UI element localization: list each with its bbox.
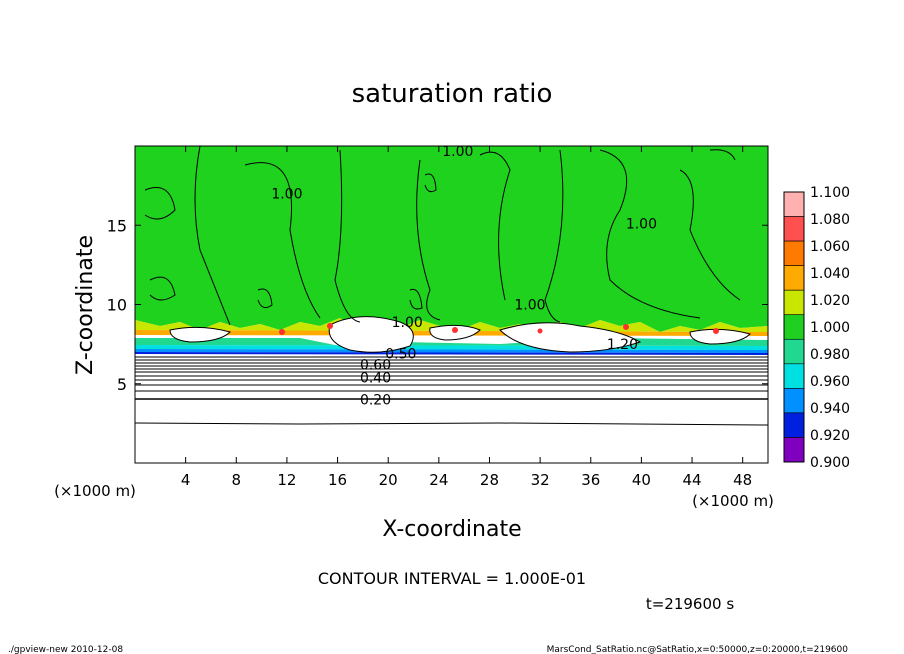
- contour-label: 1.00: [442, 144, 473, 160]
- y-unit-label: (×1000 m): [54, 482, 136, 500]
- colorbar-label: 1.040: [810, 266, 850, 282]
- x-tick-label: 44: [682, 471, 701, 489]
- colorbar-label: 1.100: [810, 185, 850, 201]
- colorbar-swatch: [783, 388, 805, 414]
- contour-label: 1.00: [514, 298, 545, 314]
- colorbar-label: 1.000: [810, 320, 850, 336]
- time-label: t=219600 s: [646, 595, 734, 613]
- colorbar-swatch: [783, 265, 805, 291]
- colorbar-swatch: [783, 437, 805, 463]
- saturated-region: [135, 146, 768, 332]
- colorbar-frame: [783, 191, 805, 463]
- contour-label: 0.20: [360, 393, 391, 409]
- plot-area: [135, 146, 768, 463]
- contour-label: 1.20: [607, 337, 638, 353]
- contour-labels: 1.00 1.00 1.00 1.00 1.00 1.20 0.500.600.40 0.20: [271, 144, 657, 409]
- y-tick-label: 15: [107, 216, 127, 235]
- colorbar-swatch: [783, 216, 805, 242]
- supersaturation-spots: [279, 323, 719, 335]
- x-tick-label: 40: [632, 471, 651, 489]
- y-axis-label: Z-coordinate: [73, 235, 98, 375]
- colorbar-swatch: [783, 363, 805, 389]
- upper-contours: [144, 146, 741, 326]
- contour-label: 0.50: [385, 347, 416, 363]
- colorbar-label: 0.900: [810, 455, 850, 471]
- footer-left: ./gpview-new 2010-12-08: [8, 645, 123, 654]
- x-tick-label: 32: [531, 471, 550, 489]
- y-axis-ticks: 5 10 15: [107, 216, 768, 394]
- colorbar-label: 0.940: [810, 401, 850, 417]
- colorbar-swatch: [783, 191, 805, 217]
- contour-label: 1.00: [392, 315, 423, 331]
- contour-interval-label: CONTOUR INTERVAL = 1.000E-01: [318, 569, 586, 588]
- colorbar-label: 1.060: [810, 239, 850, 255]
- colorbar-swatch: [783, 314, 805, 340]
- x-tick-label: 4: [181, 471, 191, 489]
- x-tick-label: 20: [379, 471, 398, 489]
- colorbar-label: 0.980: [810, 347, 850, 363]
- chart-title: saturation ratio: [352, 79, 553, 109]
- x-axis-label: X-coordinate: [382, 517, 521, 542]
- contour-label: 0.40: [360, 370, 391, 386]
- colorbar-label: 0.920: [810, 428, 850, 444]
- colorbar-label: 1.080: [810, 212, 850, 228]
- contour-label: 1.00: [626, 217, 657, 233]
- contour-label: 0.60: [360, 358, 391, 374]
- lower-contours: [135, 356, 768, 426]
- y-tick-label: 10: [107, 296, 127, 315]
- x-tick-label: 24: [429, 471, 448, 489]
- x-tick-label: 8: [232, 471, 242, 489]
- colorbar-swatch: [783, 412, 805, 438]
- cloud-patches: [169, 316, 751, 353]
- x-unit-label: (×1000 m): [692, 492, 774, 510]
- colorbar-swatch: [783, 289, 805, 316]
- x-tick-label: 48: [733, 471, 752, 489]
- x-tick-label: 12: [277, 471, 296, 489]
- colorbar-swatch: [783, 338, 805, 365]
- colorbar: 1.100 1.080 1.060 1.040 1.020 1.000 0.980 0.960…: [783, 185, 850, 471]
- colorbar-label: 0.960: [810, 374, 850, 390]
- x-tick-label: 28: [480, 471, 499, 489]
- x-tick-label: 16: [328, 471, 347, 489]
- footer-right: MarsCond_SatRatio.nc@SatRatio,x=0:50000,…: [547, 645, 849, 654]
- colorbar-swatch: [783, 240, 805, 266]
- contour-label: 1.00: [271, 187, 302, 203]
- x-axis-ticks: 4 8 12 16 20 24 28 32 36 40 44 48: [181, 146, 752, 489]
- colorbar-label: 1.020: [810, 293, 850, 309]
- y-tick-label: 5: [117, 375, 127, 394]
- x-tick-label: 36: [581, 471, 600, 489]
